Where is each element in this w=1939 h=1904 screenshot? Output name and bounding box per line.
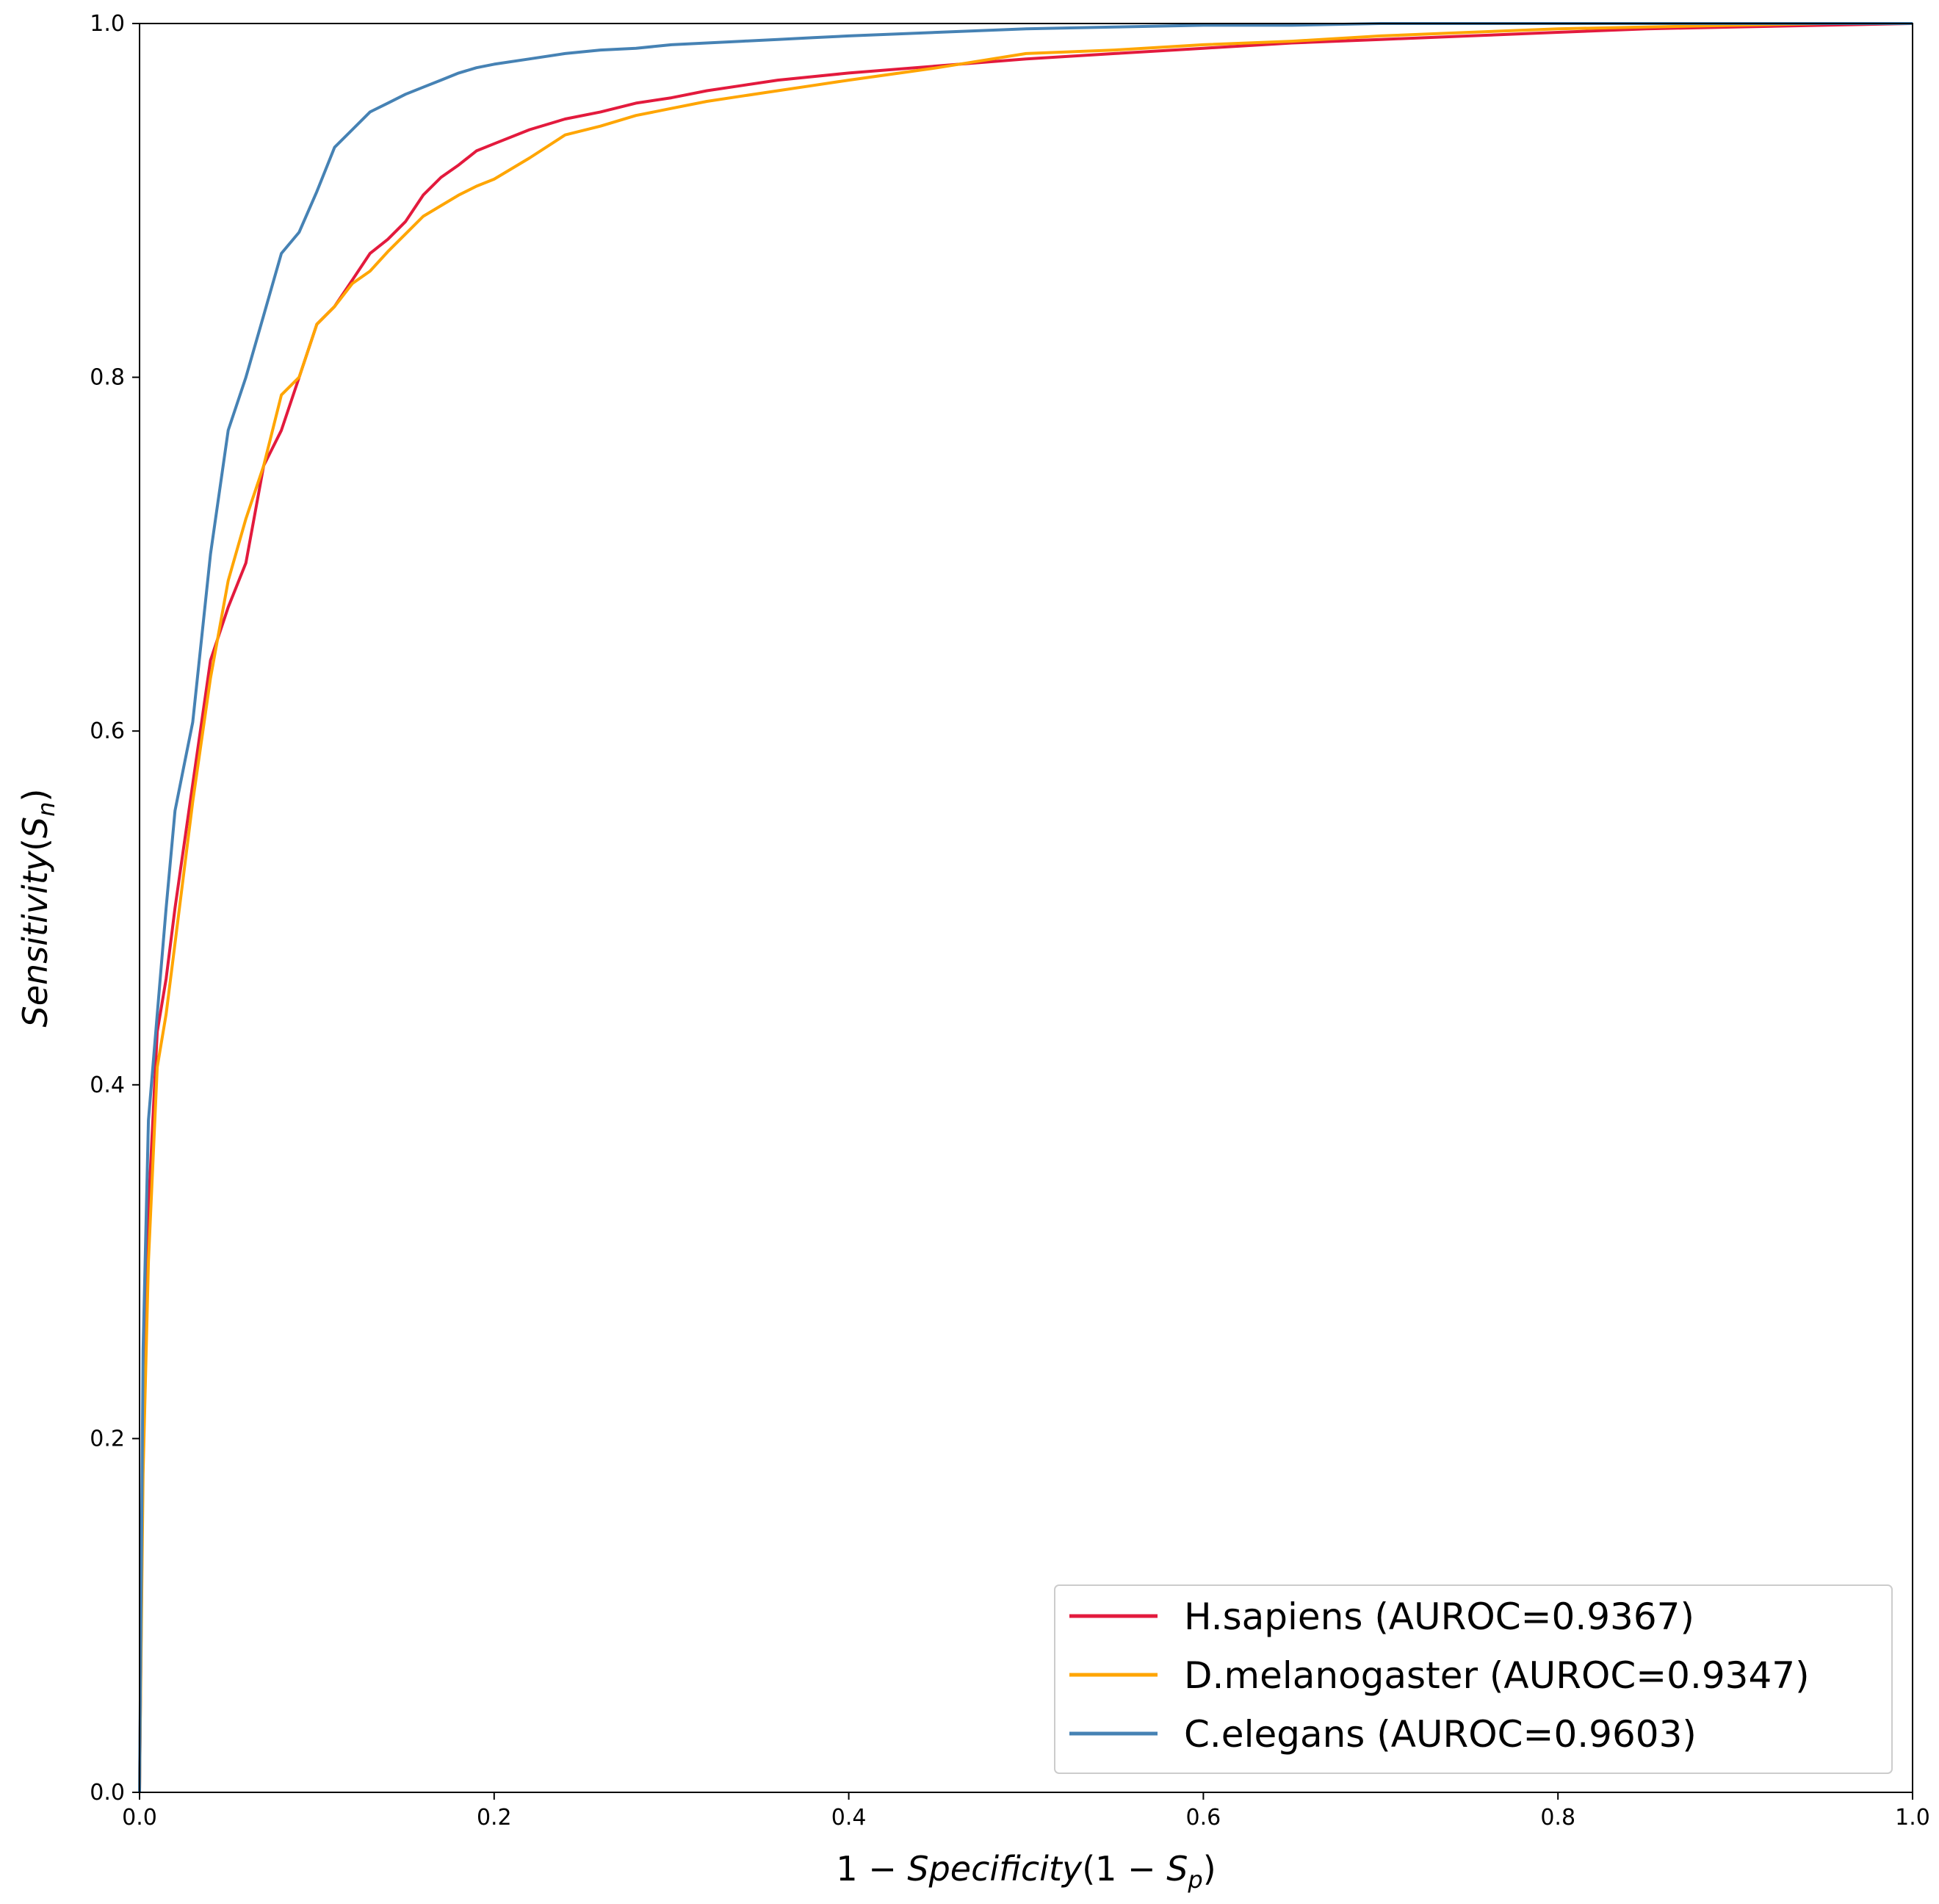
x-axis-label: 1 − Specificity(1 − Sp)	[836, 1849, 1216, 1894]
legend-box	[1054, 1584, 1893, 1774]
legend-label-1: H.sapiens (AUROC=0.9367)	[1184, 1595, 1694, 1638]
ticks-layer: 0.0 0.2 0.4 0.6 0.8 1.0 0.0 0.2 0.4 0.6 0.8 1.0	[90, 11, 1930, 1831]
x-tick-label: 0.8	[1540, 1805, 1575, 1831]
y-tick-label: 1.0	[90, 11, 125, 37]
plot-frame	[139, 23, 1913, 1793]
y-tick-label: 0.8	[90, 365, 125, 391]
x-tick-label: 0.4	[831, 1805, 867, 1831]
legend-label-3: C.elegans (AUROC=0.9603)	[1184, 1713, 1697, 1756]
series-line-2	[138, 22, 1913, 1793]
x-tick-label: 0.0	[122, 1805, 157, 1831]
y-tick-label: 0.0	[90, 1780, 125, 1806]
x-tick-label: 0.6	[1186, 1805, 1221, 1831]
y-axis-label: Sensitivity(Sn)	[15, 789, 60, 1028]
legend-items: H.sapiens (AUROC=0.9367) D.melanogaster (…	[1069, 1595, 1810, 1756]
series-layer	[138, 22, 1913, 1793]
legend: H.sapiens (AUROC=0.9367) D.melanogaster (…	[1054, 1584, 1893, 1774]
legend-label-2: D.melanogaster (AUROC=0.9347)	[1184, 1654, 1810, 1697]
y-tick-label: 0.4	[90, 1072, 125, 1098]
x-tick-label: 1.0	[1895, 1805, 1930, 1831]
y-tick-label: 0.2	[90, 1426, 125, 1452]
y-tick-label: 0.6	[90, 718, 125, 744]
x-tick-label: 0.2	[477, 1805, 512, 1831]
series-line-3	[138, 22, 1913, 1793]
